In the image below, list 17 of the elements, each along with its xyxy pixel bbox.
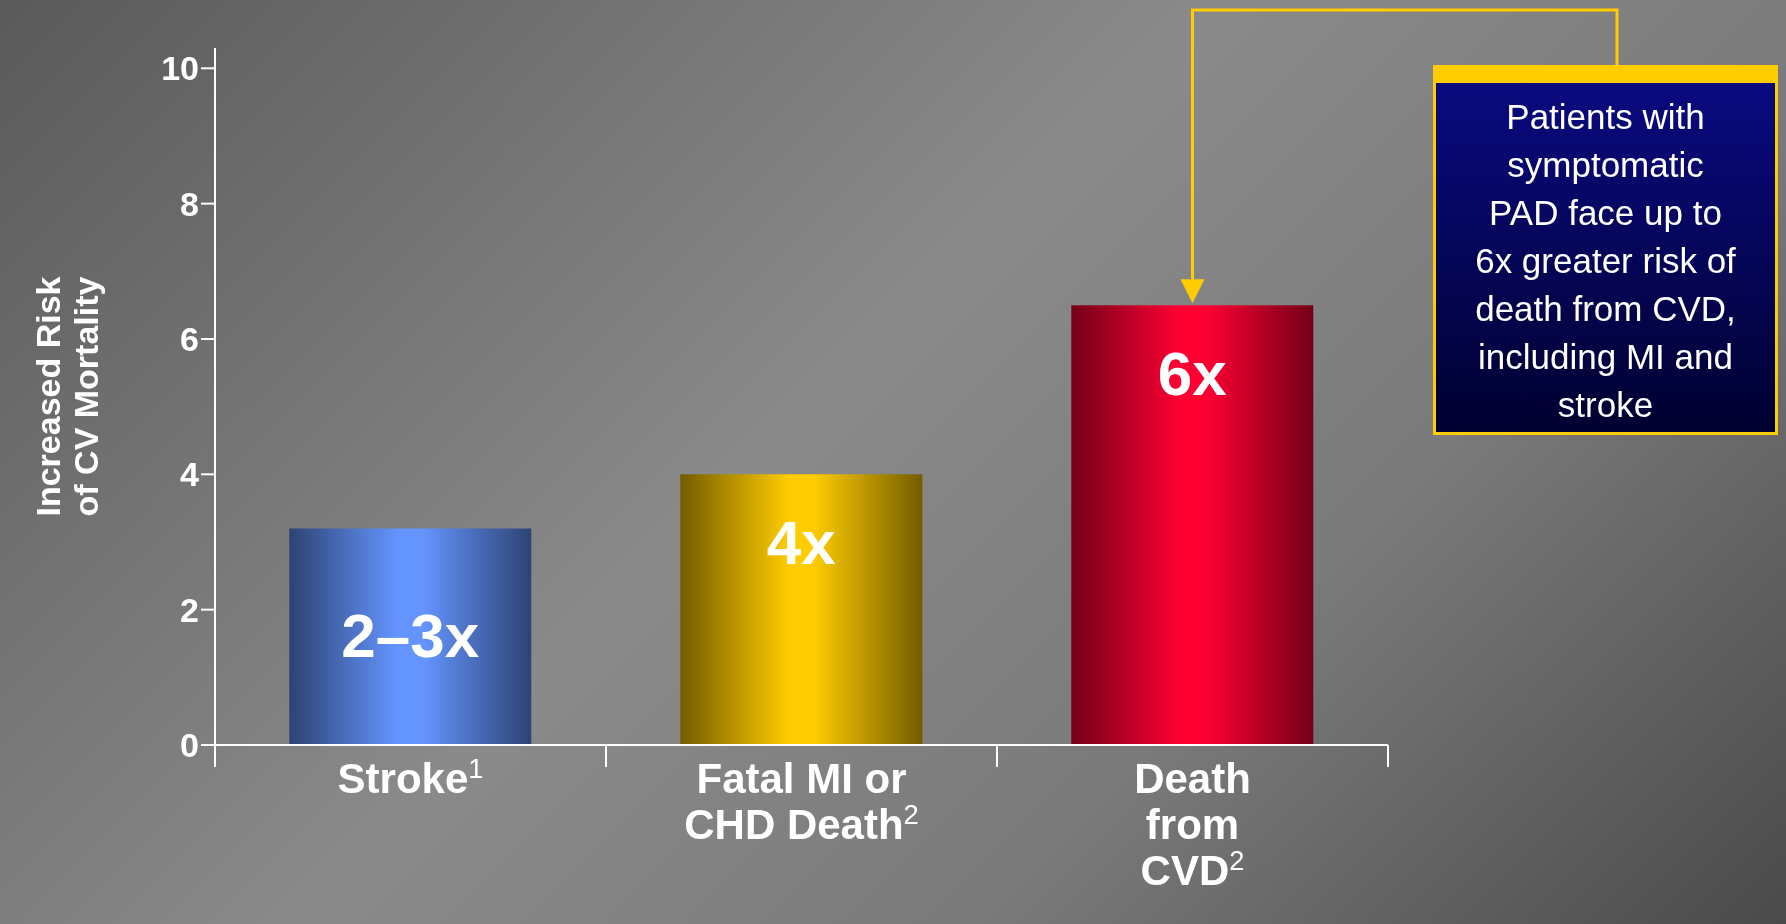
y-tick-label: 8 xyxy=(180,184,199,223)
y-tick-label: 6 xyxy=(180,320,199,359)
bar xyxy=(1071,305,1314,745)
y-axis-title: Increased Risk of CV Mortality xyxy=(29,276,105,517)
bar xyxy=(680,474,923,745)
y-tick-label: 2 xyxy=(180,590,199,629)
x-tick-label: Fatal MI or CHD Death$^{2}$ xyxy=(684,755,919,848)
y-tick-label: 4 xyxy=(180,455,200,494)
bar xyxy=(289,528,532,745)
x-tick-label: Death from CVD$^{2}$ xyxy=(1134,755,1251,894)
text: Patients with symptomatic PAD face up to 6x greater risk of death from CVD, including MI and stroke xyxy=(1433,65,1778,435)
y-tick-label: 10 xyxy=(161,49,199,88)
y-tick-label: 0 xyxy=(180,726,199,765)
x-tick-label: Stroke$^{1}$ xyxy=(337,752,484,802)
data-label: 6x xyxy=(1157,339,1228,409)
data-label: 2–3x xyxy=(341,600,480,670)
data-label: 4x xyxy=(766,508,837,578)
